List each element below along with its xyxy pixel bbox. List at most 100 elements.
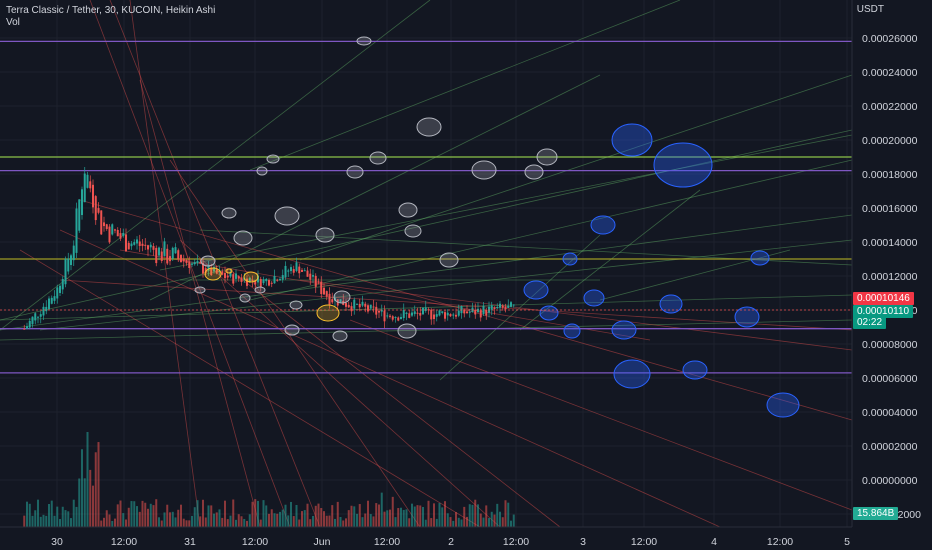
chart-title[interactable]: Terra Classic / Tether, 30, KUCOIN, Heik… bbox=[6, 5, 216, 16]
blue-bubble bbox=[659, 294, 683, 314]
candle-up bbox=[457, 310, 460, 316]
candle-down bbox=[306, 270, 309, 277]
price-axis[interactable]: 0.00026000 0.00024000 0.00022000 0.00020000… bbox=[862, 33, 921, 521]
candle-up bbox=[477, 308, 479, 313]
blue-bubble bbox=[766, 392, 800, 418]
candle-down bbox=[166, 248, 169, 264]
candle-down bbox=[204, 268, 207, 273]
volume-bar bbox=[243, 518, 246, 527]
volume-bar bbox=[493, 514, 496, 527]
grey-bubble bbox=[524, 164, 544, 180]
candle-down bbox=[254, 280, 257, 285]
green-trend-ray bbox=[0, 319, 853, 341]
red-trend-ray bbox=[109, 0, 321, 528]
volume-bar bbox=[466, 516, 468, 527]
time-axis[interactable]: 30 12:00 31 12:00 Jun 12:00 2 12:00 3 12:00 4 12:00… bbox=[51, 536, 850, 548]
candle-down bbox=[100, 210, 103, 235]
volume-bar bbox=[28, 503, 31, 527]
volume-bar bbox=[482, 517, 485, 527]
volume-bar bbox=[408, 518, 411, 527]
red-trend-ray bbox=[59, 279, 853, 331]
green-trend-ray bbox=[249, 0, 681, 171]
blue-bubble bbox=[562, 252, 578, 266]
candle-up bbox=[413, 311, 416, 315]
volume-bar bbox=[292, 516, 295, 527]
candle-up bbox=[507, 305, 510, 308]
candle-down bbox=[226, 275, 229, 278]
volume-bar bbox=[309, 519, 312, 527]
volume-bar bbox=[191, 515, 193, 527]
grey-bubble bbox=[398, 202, 418, 218]
volume-bar bbox=[339, 516, 342, 527]
volume-bar bbox=[405, 509, 408, 527]
grey-bubble bbox=[254, 286, 266, 294]
candle-up bbox=[53, 296, 56, 301]
volume-bar bbox=[298, 519, 301, 527]
candle-up bbox=[218, 271, 221, 273]
blue-bubble bbox=[539, 305, 559, 321]
candle-down bbox=[103, 222, 105, 227]
candle-down bbox=[105, 224, 108, 229]
candle-up bbox=[158, 247, 160, 256]
horizontal-levels bbox=[0, 40, 852, 374]
volume-bar bbox=[485, 505, 488, 527]
candle-down bbox=[246, 278, 248, 286]
volume-bar bbox=[215, 512, 218, 527]
volume-bar bbox=[402, 509, 405, 527]
blue-bubble bbox=[613, 359, 651, 389]
candle-down bbox=[444, 312, 446, 319]
volume-bar bbox=[144, 502, 147, 527]
red-trend-ray bbox=[229, 269, 561, 528]
volume-bar bbox=[411, 503, 413, 527]
volume-bar bbox=[75, 506, 78, 527]
grey-bubble bbox=[266, 154, 280, 164]
time-tick-label: 12:00 bbox=[242, 536, 268, 548]
candle-down bbox=[97, 208, 100, 213]
volume-bar bbox=[42, 514, 45, 527]
candle-down bbox=[331, 299, 334, 303]
candle-down bbox=[485, 309, 488, 316]
volume-bar bbox=[510, 520, 512, 527]
candle-down bbox=[416, 312, 419, 314]
candle-up bbox=[303, 270, 306, 272]
candle-up bbox=[174, 247, 177, 254]
green-trend-ray bbox=[249, 159, 853, 301]
candle-down bbox=[367, 305, 369, 312]
candle-down bbox=[493, 307, 496, 310]
candle-up bbox=[191, 263, 193, 265]
grey-bubble bbox=[289, 300, 303, 310]
volume-bar bbox=[246, 520, 248, 527]
volume-bar bbox=[133, 501, 136, 527]
candle-up bbox=[48, 298, 50, 310]
volume-bar bbox=[127, 507, 130, 527]
volume-bar bbox=[70, 518, 72, 527]
volume-bar bbox=[119, 500, 122, 527]
volume-bar bbox=[372, 516, 375, 527]
candle-down bbox=[94, 196, 97, 221]
blue-bubble bbox=[750, 250, 770, 266]
candle-up bbox=[394, 316, 397, 318]
candle-down bbox=[504, 306, 507, 310]
candle-down bbox=[325, 291, 328, 297]
candle-up bbox=[229, 271, 232, 277]
volume-bar bbox=[507, 502, 510, 527]
grey-bubble bbox=[404, 224, 422, 238]
candle-down bbox=[221, 271, 224, 275]
candle-down bbox=[199, 262, 202, 264]
candle-down bbox=[309, 273, 312, 280]
volume-indicator-label[interactable]: Vol bbox=[6, 17, 20, 28]
candle-down bbox=[419, 312, 422, 316]
volume-bar bbox=[290, 501, 292, 527]
price-tick-label: 0.00022000 bbox=[862, 101, 918, 113]
candle-up bbox=[496, 306, 499, 309]
blue-bubble bbox=[583, 289, 605, 307]
time-tick-label: 4 bbox=[711, 536, 717, 548]
candle-up bbox=[411, 312, 413, 316]
volume-bar bbox=[193, 507, 196, 527]
candle-up bbox=[312, 275, 314, 277]
candle-down bbox=[152, 246, 155, 250]
volume-bar bbox=[452, 520, 455, 527]
candle-down bbox=[449, 314, 452, 317]
volume-bar bbox=[130, 501, 133, 527]
